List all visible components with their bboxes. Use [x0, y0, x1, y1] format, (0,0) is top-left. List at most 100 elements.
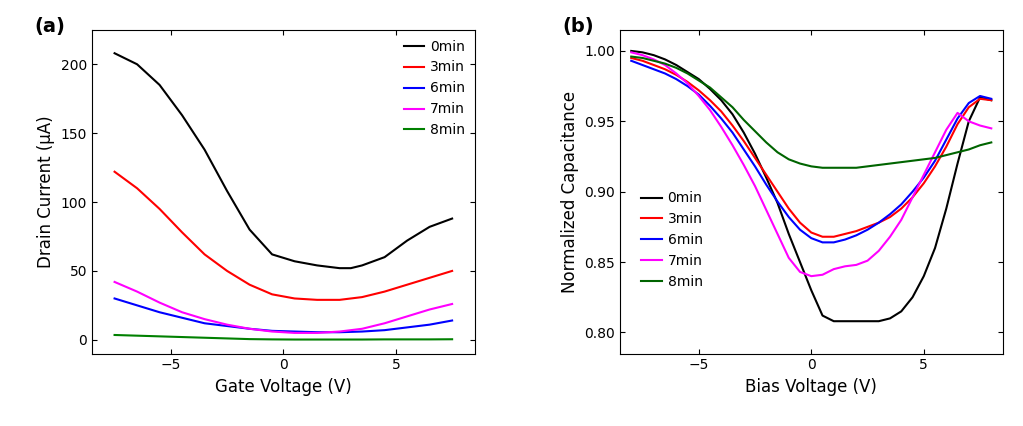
8min	[266, 337, 278, 342]
6min	[311, 330, 323, 335]
0min	[243, 227, 256, 232]
3min	[243, 282, 256, 287]
Line: 3min: 3min	[115, 172, 452, 300]
3min	[726, 123, 739, 128]
8min	[974, 143, 986, 148]
3min	[356, 294, 368, 299]
6min	[918, 175, 930, 180]
0min	[985, 98, 997, 103]
8min	[929, 155, 941, 161]
Line: 0min: 0min	[631, 51, 991, 321]
8min	[153, 334, 166, 339]
0min	[929, 245, 941, 250]
7min	[861, 258, 874, 263]
8min	[681, 71, 694, 76]
Legend: 0min, 3min, 6min, 7min, 8min: 0min, 3min, 6min, 7min, 8min	[401, 37, 468, 140]
7min	[794, 269, 806, 274]
3min	[198, 252, 211, 257]
3min	[670, 72, 682, 78]
3min	[929, 164, 941, 169]
8min	[873, 162, 885, 167]
7min	[670, 71, 682, 76]
6min	[929, 158, 941, 163]
6min	[424, 322, 436, 327]
6min	[176, 315, 188, 320]
3min	[918, 181, 930, 186]
3min	[861, 225, 874, 230]
0min	[963, 119, 975, 124]
6min	[974, 93, 986, 98]
8min	[625, 54, 637, 59]
8min	[749, 129, 761, 134]
Line: 0min: 0min	[115, 53, 452, 268]
0min	[816, 313, 829, 318]
7min	[715, 124, 727, 130]
6min	[805, 236, 817, 241]
6min	[446, 318, 458, 323]
8min	[760, 140, 772, 145]
6min	[266, 328, 278, 334]
0min	[659, 57, 671, 62]
6min	[693, 92, 705, 97]
6min	[704, 103, 716, 108]
Legend: 0min, 3min, 6min, 7min, 8min: 0min, 3min, 6min, 7min, 8min	[638, 189, 705, 292]
3min	[805, 230, 817, 235]
6min	[873, 220, 885, 225]
3min	[794, 220, 806, 225]
3min	[693, 88, 705, 93]
0min	[895, 309, 907, 314]
8min	[828, 165, 840, 170]
6min	[333, 330, 346, 335]
0min	[749, 151, 761, 156]
0min	[884, 316, 896, 321]
7min	[153, 300, 166, 305]
3min	[636, 58, 649, 63]
6min	[131, 303, 143, 308]
0min	[153, 82, 166, 87]
3min	[771, 189, 784, 194]
0min	[771, 200, 784, 205]
0min	[704, 86, 716, 92]
0min	[783, 231, 795, 236]
0min	[311, 263, 323, 268]
0min	[681, 69, 694, 75]
0min	[951, 161, 964, 166]
6min	[816, 240, 829, 245]
3min	[839, 231, 851, 236]
0min	[940, 206, 952, 211]
7min	[873, 248, 885, 253]
8min	[771, 150, 784, 155]
7min	[681, 81, 694, 86]
7min	[625, 50, 637, 55]
X-axis label: Bias Voltage (V): Bias Voltage (V)	[746, 378, 877, 396]
0min	[108, 51, 121, 56]
3min	[749, 155, 761, 161]
0min	[715, 98, 727, 103]
6min	[659, 71, 671, 76]
6min	[648, 67, 660, 72]
8min	[670, 65, 682, 70]
7min	[243, 326, 256, 331]
3min	[266, 292, 278, 297]
3min	[424, 275, 436, 280]
7min	[929, 150, 941, 155]
8min	[884, 161, 896, 166]
0min	[131, 62, 143, 67]
8min	[816, 165, 829, 170]
3min	[783, 206, 795, 211]
7min	[424, 307, 436, 312]
0min	[861, 319, 874, 324]
6min	[906, 189, 919, 194]
7min	[659, 63, 671, 68]
7min	[895, 217, 907, 222]
8min	[940, 153, 952, 158]
6min	[356, 329, 368, 334]
7min	[963, 119, 975, 124]
7min	[108, 279, 121, 285]
3min	[974, 96, 986, 101]
0min	[974, 95, 986, 100]
7min	[850, 262, 862, 268]
0min	[850, 319, 862, 324]
7min	[951, 110, 964, 115]
7min	[401, 314, 413, 319]
